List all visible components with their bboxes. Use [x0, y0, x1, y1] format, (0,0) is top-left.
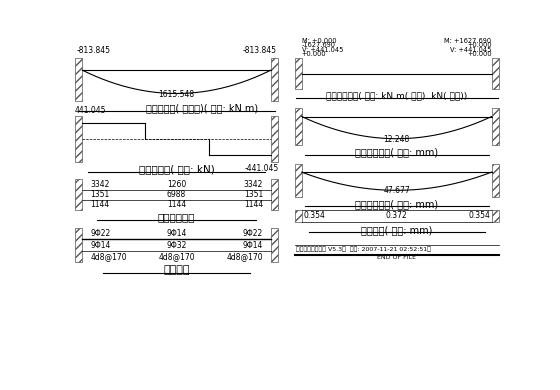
- Text: 9Φ32: 9Φ32: [166, 241, 186, 250]
- Bar: [76, 116, 82, 162]
- Text: 1144: 1144: [244, 200, 263, 209]
- Text: +0.000: +0.000: [302, 51, 326, 57]
- Text: 3342: 3342: [244, 180, 263, 189]
- Text: +0.000: +0.000: [467, 43, 492, 48]
- Text: 441.045: 441.045: [74, 106, 106, 115]
- Bar: [270, 116, 278, 162]
- Text: 1351: 1351: [90, 190, 109, 199]
- Text: 1144: 1144: [90, 200, 109, 209]
- Text: 9Φ14: 9Φ14: [166, 229, 186, 238]
- Text: 1351: 1351: [244, 190, 263, 199]
- Text: V: +441.045: V: +441.045: [302, 46, 343, 53]
- Bar: [270, 228, 278, 262]
- Text: M: +1627.690: M: +1627.690: [445, 38, 492, 44]
- Bar: [492, 108, 498, 145]
- Text: 9Φ22: 9Φ22: [90, 229, 110, 238]
- Text: +0.000: +0.000: [467, 51, 492, 57]
- Text: -441.045: -441.045: [244, 164, 278, 173]
- Text: 6988: 6988: [167, 190, 186, 199]
- Text: 塑性挠度简图( 单位: mm): 塑性挠度简图( 单位: mm): [355, 199, 438, 209]
- Text: -1627.690: -1627.690: [302, 43, 336, 48]
- Text: 47.677: 47.677: [383, 186, 410, 195]
- Text: 3342: 3342: [90, 180, 110, 189]
- Bar: [295, 108, 302, 145]
- Text: 剪力包络图( 单位: kN): 剪力包络图( 单位: kN): [139, 165, 214, 175]
- Text: 0.354: 0.354: [468, 211, 490, 220]
- Text: 9Φ22: 9Φ22: [242, 229, 263, 238]
- Bar: [76, 179, 82, 210]
- Text: 『相关结构工具高 V5.3版  日期: 2007-11-21 02:52:51』: 『相关结构工具高 V5.3版 日期: 2007-11-21 02:52:51』: [296, 246, 431, 252]
- Text: -813.845: -813.845: [242, 46, 276, 55]
- Bar: [295, 210, 302, 222]
- Bar: [76, 58, 82, 101]
- Text: 弹性位移简图( 单位: mm): 弹性位移简图( 单位: mm): [355, 148, 438, 158]
- Text: 1615.548: 1615.548: [158, 90, 195, 99]
- Bar: [492, 164, 498, 197]
- Text: END OF FILE: END OF FILE: [377, 255, 416, 261]
- Text: M: +0.000: M: +0.000: [302, 38, 337, 44]
- Text: 裂缝简图( 单位: mm): 裂缝简图( 单位: mm): [361, 225, 432, 236]
- Text: 4d8@170: 4d8@170: [158, 252, 195, 261]
- Text: 选筋简图: 选筋简图: [164, 265, 190, 275]
- Text: 1260: 1260: [167, 180, 186, 189]
- Text: 9Φ14: 9Φ14: [242, 241, 263, 250]
- Bar: [270, 179, 278, 210]
- Text: 弯矩包络图( 调幅后)( 单位: kN.m): 弯矩包络图( 调幅后)( 单位: kN.m): [146, 103, 258, 113]
- Text: 12.248: 12.248: [384, 135, 410, 144]
- Text: 9Φ14: 9Φ14: [90, 241, 110, 250]
- Bar: [295, 164, 302, 197]
- Text: 1144: 1144: [167, 200, 186, 209]
- Text: 4d8@170: 4d8@170: [226, 252, 263, 261]
- Text: 0.372: 0.372: [386, 211, 408, 220]
- Bar: [295, 58, 302, 89]
- Text: V: +441.045: V: +441.045: [450, 46, 492, 53]
- Bar: [270, 58, 278, 101]
- Text: 0.354: 0.354: [304, 211, 325, 220]
- Text: 支座反力简图( 单位: kN.m( 弯矩)  kN( 剪力)): 支座反力简图( 单位: kN.m( 弯矩) kN( 剪力)): [326, 92, 467, 101]
- Bar: [492, 210, 498, 222]
- Text: 4d8@170: 4d8@170: [90, 252, 127, 261]
- Text: -813.845: -813.845: [77, 46, 111, 55]
- Text: 计算配筋简图: 计算配筋简图: [158, 212, 195, 222]
- Bar: [76, 228, 82, 262]
- Bar: [492, 58, 498, 89]
